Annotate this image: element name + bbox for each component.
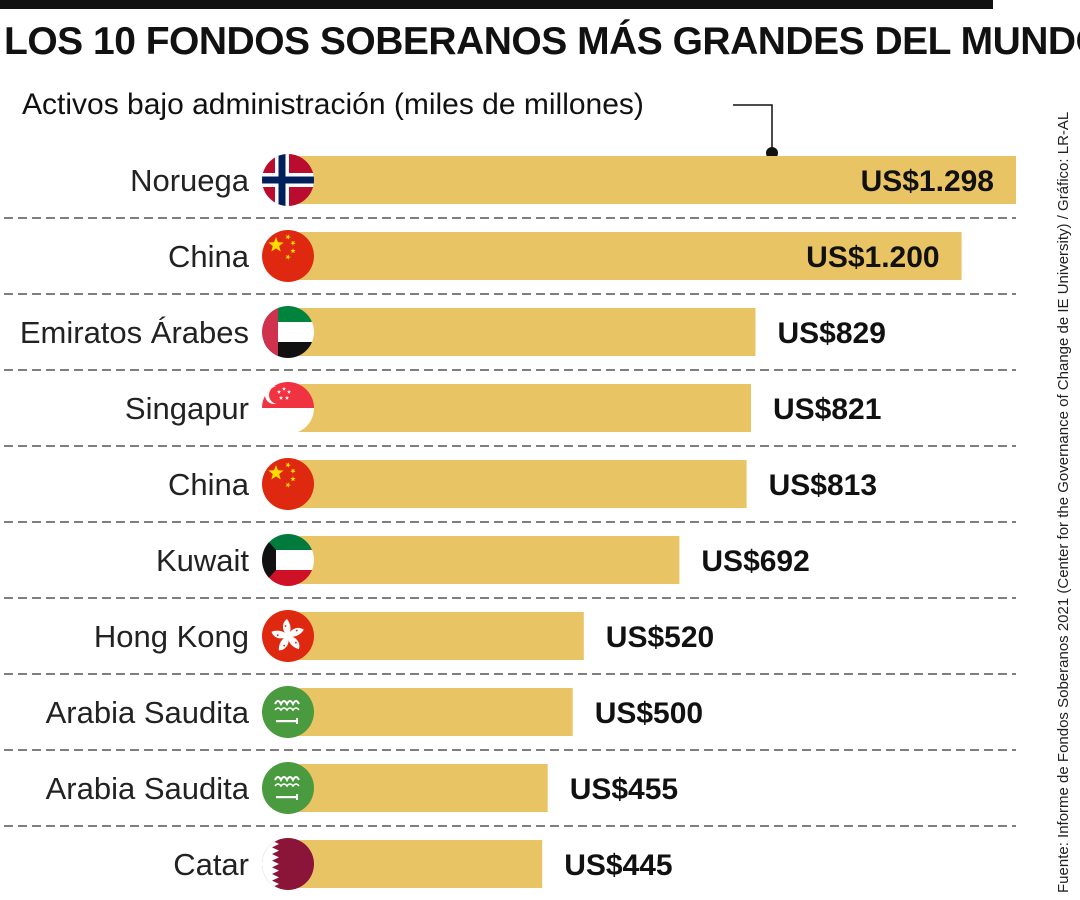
top-rule — [0, 0, 993, 9]
country-label: China — [168, 467, 250, 502]
bar — [295, 536, 680, 584]
china-flag-icon — [262, 230, 314, 282]
country-label: Arabia Saudita — [46, 695, 250, 730]
value-label: US$1.200 — [806, 241, 939, 274]
bar-row: China US$1.200 — [4, 230, 1016, 295]
value-label: US$1.298 — [861, 165, 994, 198]
bar-row: Hong Kong US$520 — [4, 610, 1016, 675]
uae-flag-icon — [262, 306, 314, 358]
country-label: Noruega — [130, 163, 250, 198]
country-label: Emiratos Árabes — [20, 315, 249, 350]
bar — [295, 308, 756, 356]
bar-row: Kuwait US$692 — [4, 534, 1016, 599]
bar-row: Noruega US$1.298 — [4, 154, 1016, 219]
value-label: US$500 — [595, 697, 703, 730]
value-label: US$813 — [769, 469, 877, 502]
value-label: US$829 — [778, 317, 886, 350]
saudi-arabia-flag-icon — [262, 686, 314, 738]
bar — [295, 840, 543, 888]
hong-kong-flag-icon — [262, 610, 314, 662]
bar — [295, 688, 573, 736]
value-label: US$692 — [701, 545, 809, 578]
country-label: Arabia Saudita — [46, 771, 250, 806]
chart-subtitle: Activos bajo administración (miles de mi… — [22, 88, 644, 121]
value-label: US$455 — [570, 773, 678, 806]
value-label: US$821 — [773, 393, 881, 426]
chart-title: LOS 10 FONDOS SOBERANOS MÁS GRANDES DEL … — [4, 20, 1080, 63]
saudi-arabia-flag-icon — [262, 762, 314, 814]
china-flag-icon — [262, 458, 314, 510]
bar — [295, 460, 747, 508]
bar — [295, 384, 751, 432]
norway-flag-icon — [262, 154, 314, 206]
value-label: US$520 — [606, 621, 714, 654]
bar — [295, 232, 962, 280]
bar-row: China US$813 — [4, 458, 1016, 523]
country-label: Kuwait — [156, 543, 249, 578]
bar-row: Singapur US$821 — [4, 382, 1016, 447]
bar-row: Arabia Saudita US$455 — [4, 762, 1016, 827]
bar — [295, 156, 1016, 204]
country-label: Singapur — [125, 391, 249, 426]
bar-row: Catar US$445 — [173, 838, 673, 890]
bar-row: Emiratos Árabes US$829 — [4, 306, 1016, 371]
country-label: China — [168, 239, 250, 274]
country-label: Catar — [173, 847, 249, 882]
bar — [295, 612, 584, 660]
bar-row: Arabia Saudita US$500 — [4, 686, 1016, 751]
country-label: Hong Kong — [94, 619, 249, 654]
value-label: US$445 — [564, 849, 672, 882]
bar — [295, 764, 548, 812]
subtitle-leader-line — [733, 104, 773, 152]
